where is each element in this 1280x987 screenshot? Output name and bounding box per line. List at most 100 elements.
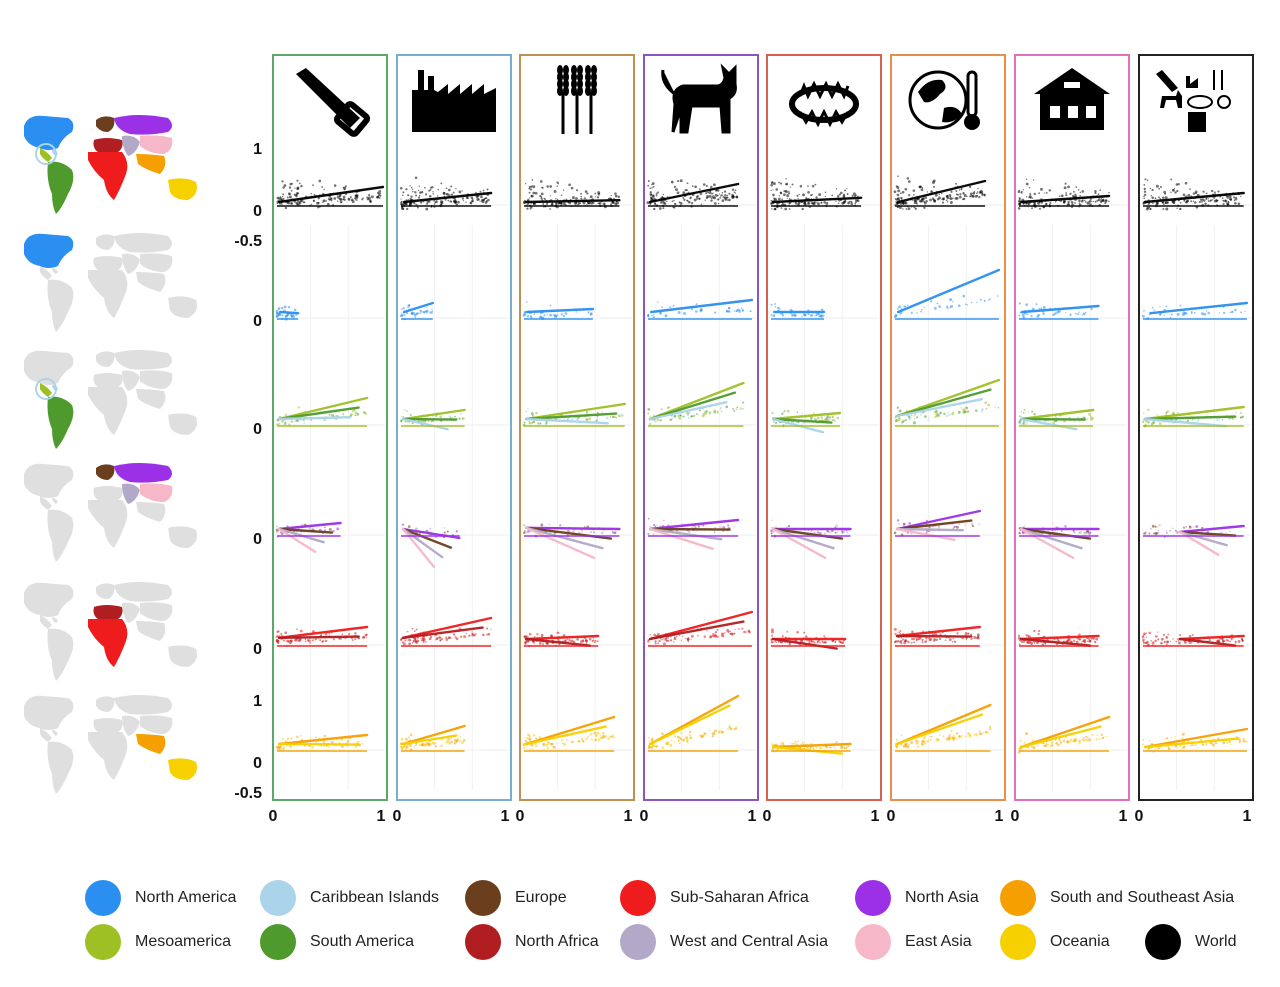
data-point <box>289 639 293 643</box>
data-point <box>826 418 830 422</box>
data-point <box>1151 188 1154 192</box>
data-point <box>648 422 652 426</box>
data-point <box>1151 524 1155 528</box>
map-region <box>168 645 197 667</box>
data-point <box>705 410 708 413</box>
data-point <box>690 638 692 640</box>
data-point <box>556 185 558 187</box>
data-point <box>300 184 303 188</box>
data-point <box>1079 194 1081 197</box>
data-point <box>1179 745 1181 748</box>
data-point <box>1089 199 1092 202</box>
data-point <box>903 522 906 526</box>
data-point <box>419 191 422 194</box>
wheat-grain <box>563 79 569 89</box>
data-point <box>1019 740 1022 742</box>
data-point <box>1172 532 1174 534</box>
data-point <box>295 194 298 196</box>
data-point <box>719 406 723 410</box>
data-point <box>538 642 542 645</box>
data-point <box>962 294 966 298</box>
data-point <box>1240 417 1242 419</box>
data-point <box>901 190 905 194</box>
data-point <box>424 186 426 189</box>
data-point <box>523 314 526 316</box>
data-point <box>811 193 814 196</box>
data-point <box>911 630 914 634</box>
data-point <box>612 201 614 203</box>
data-point <box>477 198 480 201</box>
data-point <box>662 201 666 205</box>
map-region <box>40 383 52 397</box>
data-point <box>733 632 736 635</box>
data-point <box>893 627 897 631</box>
data-point <box>700 734 704 738</box>
panel-frame-8 <box>1138 54 1254 801</box>
data-point <box>654 525 657 528</box>
data-point <box>1078 420 1081 422</box>
data-point <box>400 420 403 423</box>
data-point <box>841 746 844 749</box>
data-point <box>964 632 968 636</box>
data-point <box>448 636 451 639</box>
data-point <box>351 409 355 413</box>
data-point <box>1090 200 1093 202</box>
data-point <box>788 202 790 205</box>
wheat-grain <box>591 65 597 75</box>
data-point <box>678 201 681 204</box>
data-point <box>402 307 405 310</box>
data-point <box>1222 203 1225 206</box>
data-point <box>435 742 437 745</box>
data-point <box>684 188 687 192</box>
data-point <box>654 420 657 424</box>
data-point <box>1165 636 1169 639</box>
map-region <box>122 135 140 156</box>
data-point <box>1160 638 1164 641</box>
data-point <box>1036 641 1039 645</box>
map-region <box>24 233 74 268</box>
legend-swatch <box>1000 924 1036 960</box>
data-point <box>659 311 663 315</box>
data-point <box>276 748 279 751</box>
data-point <box>819 642 822 644</box>
data-point <box>1229 640 1232 643</box>
data-point <box>322 418 325 422</box>
data-point <box>770 641 773 644</box>
trend-line <box>277 416 352 421</box>
data-point <box>985 731 989 735</box>
data-point <box>965 406 969 410</box>
data-point <box>816 641 818 644</box>
data-point <box>907 415 911 418</box>
data-point <box>368 193 370 196</box>
data-point <box>1069 192 1072 195</box>
data-point <box>528 420 530 423</box>
legend: North America Caribbean Islands Europe S… <box>80 876 1260 966</box>
data-point <box>733 727 736 731</box>
data-point <box>347 197 351 201</box>
data-point <box>649 193 653 197</box>
data-point <box>1172 745 1175 748</box>
data-point <box>970 633 973 636</box>
data-point <box>408 638 411 642</box>
data-point <box>1148 532 1151 535</box>
data-point <box>710 199 713 202</box>
map-region <box>40 148 52 162</box>
data-point <box>303 422 306 425</box>
data-point <box>402 207 405 211</box>
data-point <box>525 736 529 740</box>
data-point <box>580 737 583 741</box>
data-point <box>975 409 978 412</box>
data-point <box>905 208 908 210</box>
data-point <box>834 641 836 644</box>
data-point <box>607 737 610 740</box>
data-point <box>355 194 358 197</box>
data-point <box>311 639 315 642</box>
data-point <box>1233 199 1236 202</box>
data-point <box>1156 413 1158 416</box>
data-point <box>921 641 924 644</box>
data-point <box>945 199 948 202</box>
data-point <box>412 639 414 642</box>
data-point <box>649 191 653 194</box>
trend-line <box>403 301 434 314</box>
data-point <box>1157 747 1161 750</box>
